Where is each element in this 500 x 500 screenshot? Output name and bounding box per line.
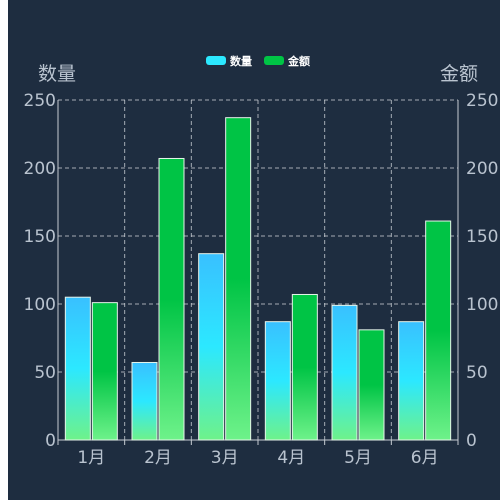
bar-amount[interactable] [225,117,252,441]
axis-labels: 0 0 50 50 100 100 150 150 200 200 250 250 1月 2月 3月 4月 5月… [24,91,499,468]
y-axis-title-left: 数量 [38,63,76,85]
legend-item-quantity[interactable]: 数量 [206,54,252,68]
y-tick-label-left: 100 [24,295,56,315]
bar-amount[interactable] [91,302,118,441]
chart-frame: 0 0 50 50 100 100 150 150 200 200 250 250 1月 2月 3月 4月 5月… [8,0,500,500]
y-tick-label-left: 250 [24,91,56,111]
x-tick-label: 4月 [277,448,305,468]
y-tick-label-right: 200 [466,159,498,179]
x-tick-label: 3月 [211,448,239,468]
y-tick-label-left: 200 [24,159,56,179]
bar-chart: 0 0 50 50 100 100 150 150 200 200 250 250 1月 2月 3月 4月 5月… [24,54,499,468]
y-tick-label-right: 250 [466,91,498,111]
bar-amount[interactable] [291,293,318,441]
y-tick-label-left: 50 [34,363,56,383]
bar-amount[interactable] [158,157,185,441]
x-tick-label: 5月 [344,448,372,468]
y-tick-label-right: 50 [466,363,488,383]
x-tick-label: 2月 [144,448,172,468]
x-tick-label: 6月 [411,448,439,468]
y-tick-label-right: 150 [466,227,498,247]
grid-lines [57,99,459,445]
bar-quantity[interactable] [198,253,225,441]
y-axis-title-right: 金额 [440,63,478,85]
y-tick-label-left: 150 [24,227,56,247]
bar-amount[interactable] [358,329,385,441]
bar-quantity[interactable] [331,304,358,441]
bar-quantity[interactable] [398,321,425,441]
y-tick-label-right: 0 [466,431,477,451]
legend-item-amount[interactable]: 金额 [264,54,310,68]
legend-label-amount: 金额 [287,54,310,68]
x-tick-label: 1月 [77,448,105,468]
bar-amount[interactable] [425,220,452,441]
bars [64,117,452,441]
legend-label-quantity: 数量 [230,54,252,68]
bar-quantity[interactable] [64,296,91,441]
bar-quantity[interactable] [131,361,158,441]
bar-quantity[interactable] [264,321,291,441]
legend: 数量 金额 [206,54,310,68]
y-tick-label-right: 100 [466,295,498,315]
y-tick-label-left: 0 [45,431,56,451]
legend-swatch-amount [264,56,284,65]
legend-swatch-quantity [206,56,226,65]
